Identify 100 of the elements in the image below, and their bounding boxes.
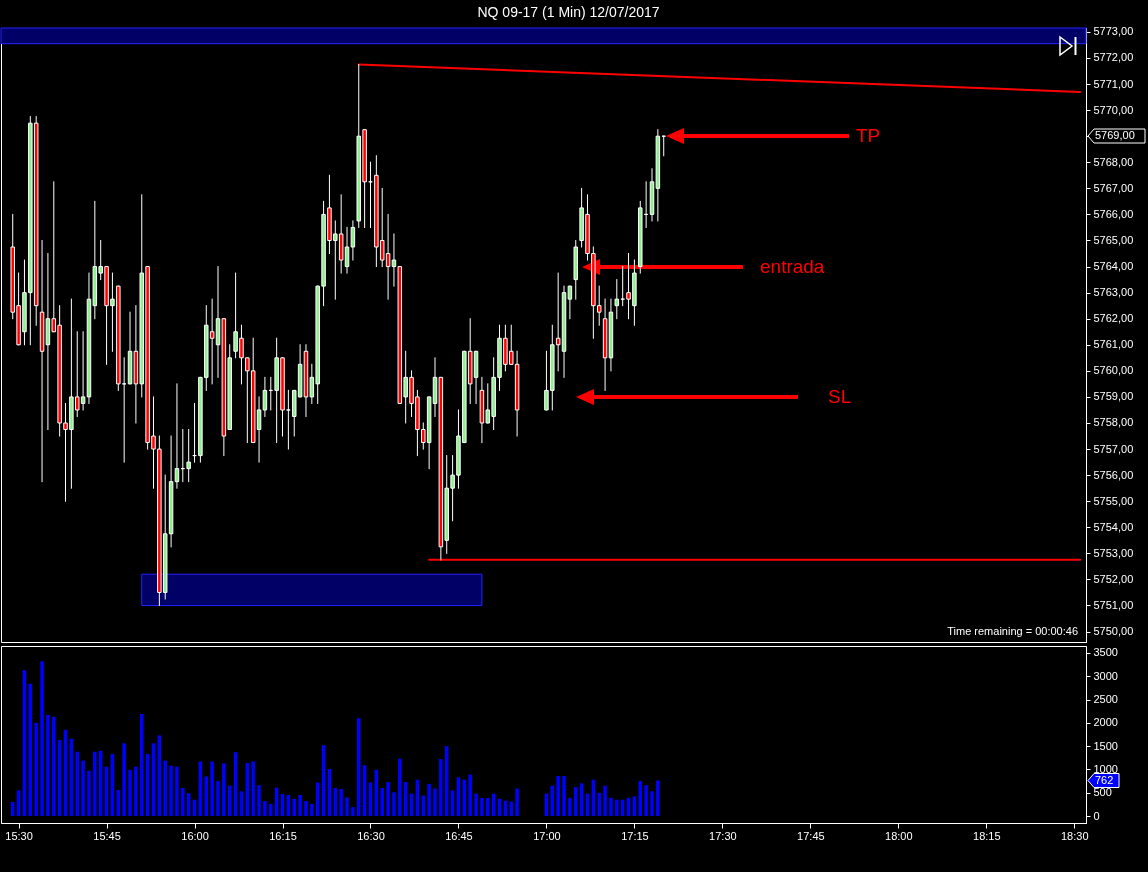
bar xyxy=(650,791,654,817)
y-tick-label: 500 xyxy=(1093,786,1112,799)
y-tick-label: 5772,00 xyxy=(1093,51,1134,64)
y-tick-label: 5763,00 xyxy=(1093,286,1134,299)
y-tick-label: 5755,00 xyxy=(1093,494,1134,507)
bar xyxy=(222,763,226,817)
bar xyxy=(93,751,97,817)
bar xyxy=(392,792,396,817)
x-tick-label: 16:00 xyxy=(181,829,209,842)
text: 5769,00 xyxy=(1095,129,1135,141)
x-tick-label: 18:15 xyxy=(973,829,1001,842)
annotation: TP xyxy=(856,125,881,146)
bar xyxy=(486,797,490,817)
bar xyxy=(357,718,361,817)
y-tick-label: 3000 xyxy=(1093,669,1118,682)
bar xyxy=(163,760,167,817)
y-tick-label: 3500 xyxy=(1093,646,1118,659)
y-tick-label: 5764,00 xyxy=(1093,260,1134,273)
bar xyxy=(474,793,478,817)
bar xyxy=(656,780,660,817)
y-tick-label: 5768,00 xyxy=(1093,155,1134,168)
bar xyxy=(251,761,255,817)
bar xyxy=(140,714,144,817)
y-tick-label: 5759,00 xyxy=(1093,390,1134,403)
y-tick-label: 5766,00 xyxy=(1093,207,1134,220)
bar xyxy=(304,801,308,817)
y-tick-label: 5762,00 xyxy=(1093,312,1134,325)
bar xyxy=(34,722,38,817)
x-tick-label: 15:45 xyxy=(93,829,121,842)
bar xyxy=(345,797,349,817)
bar xyxy=(597,792,601,817)
y-tick-label: 5754,00 xyxy=(1093,520,1134,533)
x-tick-label: 16:15 xyxy=(269,829,297,842)
x-tick-label: 15:30 xyxy=(5,829,33,842)
y-tick-label: 5761,00 xyxy=(1093,338,1134,351)
x-tick-label: 17:15 xyxy=(621,829,649,842)
x-tick-label: 17:30 xyxy=(709,829,737,842)
candlestick xyxy=(174,383,180,489)
y-tick-label: 5770,00 xyxy=(1093,103,1134,116)
bar xyxy=(398,758,402,817)
y-tick-label: 5760,00 xyxy=(1093,364,1134,377)
y-tick-label: 5753,00 xyxy=(1093,546,1134,559)
bar xyxy=(509,801,513,817)
y-tick-label: 1500 xyxy=(1093,739,1118,752)
x-tick-label: 16:30 xyxy=(357,829,385,842)
bar xyxy=(603,785,607,817)
y-tick-label: 1000 xyxy=(1093,762,1118,775)
candlestick xyxy=(614,279,620,320)
bar xyxy=(257,785,261,817)
y-tick-label: 5756,00 xyxy=(1093,468,1134,481)
y-tick-label: 2000 xyxy=(1093,716,1118,729)
y-tick-label: 5767,00 xyxy=(1093,181,1134,194)
bar xyxy=(427,783,431,817)
bar xyxy=(480,797,484,817)
bar xyxy=(433,788,437,817)
bar xyxy=(386,782,390,817)
bar xyxy=(181,788,185,817)
x-tick-label: 16:45 xyxy=(445,829,473,842)
y-tick-label: 5751,00 xyxy=(1093,599,1134,611)
bar xyxy=(210,761,214,817)
bar xyxy=(468,774,472,817)
bar xyxy=(556,775,560,817)
bar xyxy=(75,751,79,817)
y-tick-label: 5750,00 xyxy=(1093,625,1134,638)
annotation: entrada xyxy=(760,256,825,277)
bar xyxy=(122,743,126,817)
bar xyxy=(52,716,56,817)
bar xyxy=(87,770,91,817)
y-tick-label: 0 xyxy=(1093,809,1100,822)
annotation: SL xyxy=(828,386,852,407)
y-tick-label: 5773,00 xyxy=(1093,25,1134,38)
candlestick xyxy=(262,376,268,417)
x-tick-label: 17:00 xyxy=(533,829,561,842)
text: 762 xyxy=(1095,773,1114,786)
y-tick-label: 2500 xyxy=(1093,693,1118,706)
bar xyxy=(568,797,572,817)
bar xyxy=(134,766,138,817)
bar xyxy=(169,765,173,817)
annotation: Time remaining = 00:00:46 xyxy=(947,625,1078,637)
bar xyxy=(269,803,273,817)
bar xyxy=(515,788,519,817)
bar xyxy=(339,789,343,817)
y-tick-label: 5758,00 xyxy=(1093,416,1134,429)
bar xyxy=(644,785,648,817)
bar xyxy=(216,781,220,817)
bar xyxy=(175,766,179,817)
bar xyxy=(46,714,50,817)
bar xyxy=(292,798,296,817)
chart-title: NQ 09-17 (1 Min) 12/07/2017 xyxy=(477,3,660,20)
x-tick-label: 18:30 xyxy=(1061,829,1089,842)
y-tick-label: 5765,00 xyxy=(1093,233,1134,246)
bar xyxy=(439,759,443,817)
y-tick-label: 5752,00 xyxy=(1093,572,1134,585)
y-tick-label: 5757,00 xyxy=(1093,442,1134,455)
bar xyxy=(263,801,267,817)
x-tick-label: 17:45 xyxy=(797,829,825,842)
bar xyxy=(380,788,384,817)
bar xyxy=(310,803,314,817)
bar xyxy=(351,807,355,817)
bar xyxy=(128,769,132,817)
